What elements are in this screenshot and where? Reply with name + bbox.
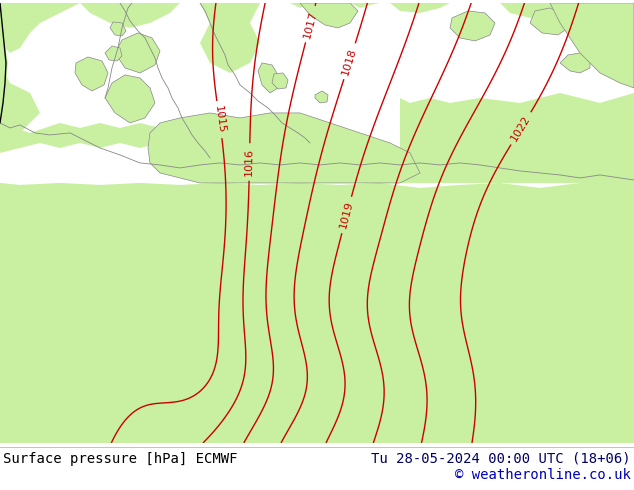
- Polygon shape: [290, 3, 310, 8]
- Polygon shape: [0, 123, 210, 183]
- Text: © weatheronline.co.uk: © weatheronline.co.uk: [455, 468, 631, 482]
- Polygon shape: [0, 183, 634, 443]
- Polygon shape: [272, 73, 288, 89]
- Polygon shape: [315, 91, 328, 103]
- Text: 1017: 1017: [302, 9, 319, 39]
- Text: 1018: 1018: [340, 47, 359, 76]
- Polygon shape: [500, 3, 634, 18]
- Polygon shape: [105, 46, 122, 61]
- Text: 1016: 1016: [244, 148, 255, 176]
- Polygon shape: [105, 75, 155, 123]
- Text: 1019: 1019: [339, 200, 355, 230]
- Polygon shape: [0, 213, 634, 443]
- Polygon shape: [110, 22, 126, 36]
- Polygon shape: [75, 57, 108, 91]
- Text: Tu 28-05-2024 00:00 UTC (18+06): Tu 28-05-2024 00:00 UTC (18+06): [372, 452, 631, 466]
- Polygon shape: [148, 113, 420, 183]
- Text: 1015: 1015: [212, 105, 226, 134]
- Polygon shape: [560, 53, 590, 73]
- Polygon shape: [390, 3, 450, 13]
- Polygon shape: [0, 3, 80, 53]
- Polygon shape: [350, 3, 380, 8]
- Polygon shape: [530, 8, 568, 35]
- Polygon shape: [450, 11, 495, 41]
- Polygon shape: [0, 3, 8, 93]
- Polygon shape: [400, 93, 634, 183]
- Polygon shape: [550, 3, 634, 88]
- Polygon shape: [300, 3, 358, 28]
- Text: 1022: 1022: [509, 114, 533, 143]
- Text: Surface pressure [hPa] ECMWF: Surface pressure [hPa] ECMWF: [3, 452, 238, 466]
- Polygon shape: [120, 3, 180, 18]
- Polygon shape: [258, 63, 278, 93]
- Polygon shape: [80, 3, 180, 28]
- Polygon shape: [115, 33, 160, 73]
- Polygon shape: [200, 3, 260, 73]
- Polygon shape: [0, 3, 40, 143]
